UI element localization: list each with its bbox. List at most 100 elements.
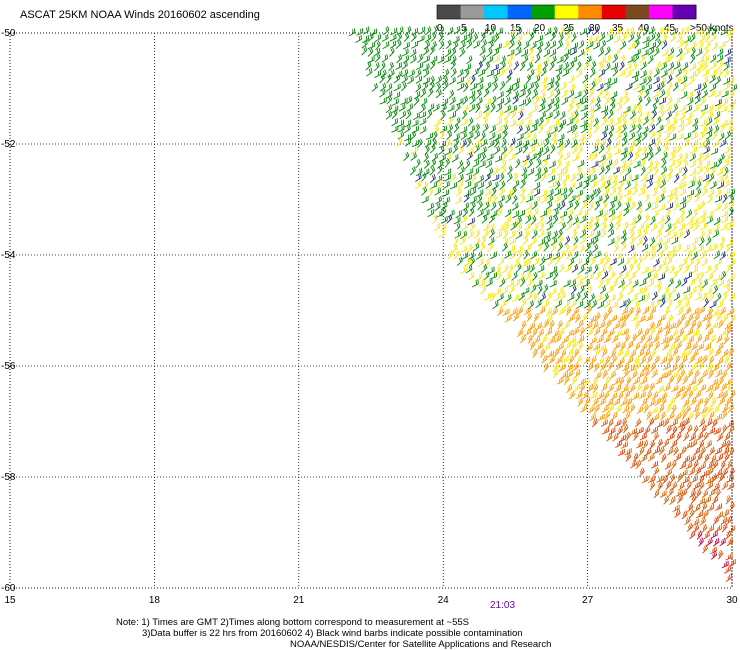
wind-barb	[704, 287, 712, 296]
wind-barb	[410, 48, 417, 58]
wind-barb	[681, 160, 688, 169]
wind-barb	[415, 69, 422, 79]
wind-barb	[476, 83, 484, 92]
wind-barb	[374, 70, 382, 79]
wind-barb	[515, 230, 523, 239]
wind-barb	[656, 326, 663, 336]
wind-barb	[561, 96, 569, 106]
wind-barb	[623, 95, 630, 105]
wind-barb	[493, 69, 500, 77]
wind-barb	[656, 38, 662, 49]
wind-barb	[421, 195, 429, 204]
wind-barb	[672, 82, 679, 92]
wind-barb	[606, 118, 614, 127]
wind-barb	[655, 137, 661, 147]
wind-barb	[566, 201, 573, 210]
wind-barb	[465, 174, 472, 183]
wind-barb	[662, 286, 670, 296]
wind-barb	[544, 40, 551, 51]
wind-barb	[612, 166, 620, 175]
wind-barb	[566, 384, 573, 394]
wind-barb	[699, 126, 707, 134]
wind-barb	[410, 146, 418, 154]
wind-barb	[571, 154, 579, 162]
wind-barb	[713, 203, 721, 212]
wind-barb	[683, 286, 691, 294]
wind-barb	[403, 32, 410, 43]
wind-barb	[415, 75, 423, 84]
wind-barb	[548, 336, 556, 345]
wind-barb	[708, 355, 715, 365]
wind-barb	[533, 82, 539, 92]
wind-barb	[383, 25, 390, 35]
wind-barb	[710, 33, 717, 43]
wind-barb	[607, 130, 613, 141]
wind-barb	[569, 47, 577, 56]
wind-barb	[413, 91, 421, 100]
wind-barb	[406, 76, 414, 85]
wind-barb	[591, 145, 599, 154]
wind-barb	[660, 453, 667, 463]
wind-barb	[473, 130, 481, 140]
wind-barb	[470, 75, 476, 85]
wind-barb	[531, 89, 538, 99]
wind-barb	[624, 69, 632, 78]
wind-barb	[472, 167, 480, 176]
wind-barb	[597, 159, 605, 168]
wind-barb	[625, 356, 634, 365]
wind-barb	[661, 48, 669, 57]
wind-barb	[464, 160, 471, 170]
wind-barb	[477, 258, 484, 267]
wind-barb	[637, 256, 643, 266]
wind-barb	[708, 446, 715, 456]
wind-barb	[443, 180, 450, 189]
wind-barb	[717, 68, 724, 78]
wind-barb	[501, 145, 508, 155]
wind-barb	[589, 68, 596, 78]
wind-barb	[480, 131, 486, 142]
wind-barb	[455, 210, 463, 219]
wind-barb	[641, 131, 648, 141]
wind-barb	[521, 166, 528, 177]
wind-barb	[592, 41, 600, 50]
wind-barb	[518, 209, 526, 218]
wind-barb	[691, 139, 699, 148]
wind-barb	[703, 146, 710, 155]
wind-barb	[574, 91, 582, 99]
wind-barb	[443, 55, 451, 64]
wind-barb	[699, 119, 707, 127]
wind-barb	[567, 293, 575, 302]
wind-barb	[515, 263, 522, 273]
wind-barb	[689, 378, 697, 386]
wind-barb	[443, 68, 450, 78]
wind-barb	[722, 348, 729, 358]
wind-barb	[626, 146, 634, 155]
wind-barb	[614, 384, 622, 393]
wind-barb	[576, 68, 583, 78]
wind-barb	[417, 138, 423, 148]
wind-barb	[544, 253, 552, 261]
wind-barb	[395, 62, 402, 71]
wind-barb	[385, 83, 393, 92]
wind-barb	[562, 166, 569, 176]
wind-barb	[702, 75, 709, 86]
wind-barb	[432, 25, 439, 35]
latitude-tick-label: -56	[1, 361, 16, 372]
wind-barb	[571, 32, 577, 43]
wind-barb	[670, 418, 678, 427]
wind-barb	[647, 279, 655, 288]
wind-barb	[460, 131, 467, 141]
wind-barb	[666, 96, 673, 106]
wind-barb	[423, 40, 430, 50]
wind-barb	[448, 89, 455, 99]
wind-barb	[422, 55, 430, 64]
wind-barb	[653, 159, 659, 170]
wind-barb	[438, 229, 446, 238]
wind-barb	[391, 118, 399, 127]
wind-barb	[628, 244, 635, 254]
wind-barb	[512, 279, 520, 287]
wind-barb	[715, 369, 723, 378]
wind-barb	[691, 217, 699, 226]
wind-barb	[461, 222, 469, 231]
wind-barb	[692, 481, 700, 490]
